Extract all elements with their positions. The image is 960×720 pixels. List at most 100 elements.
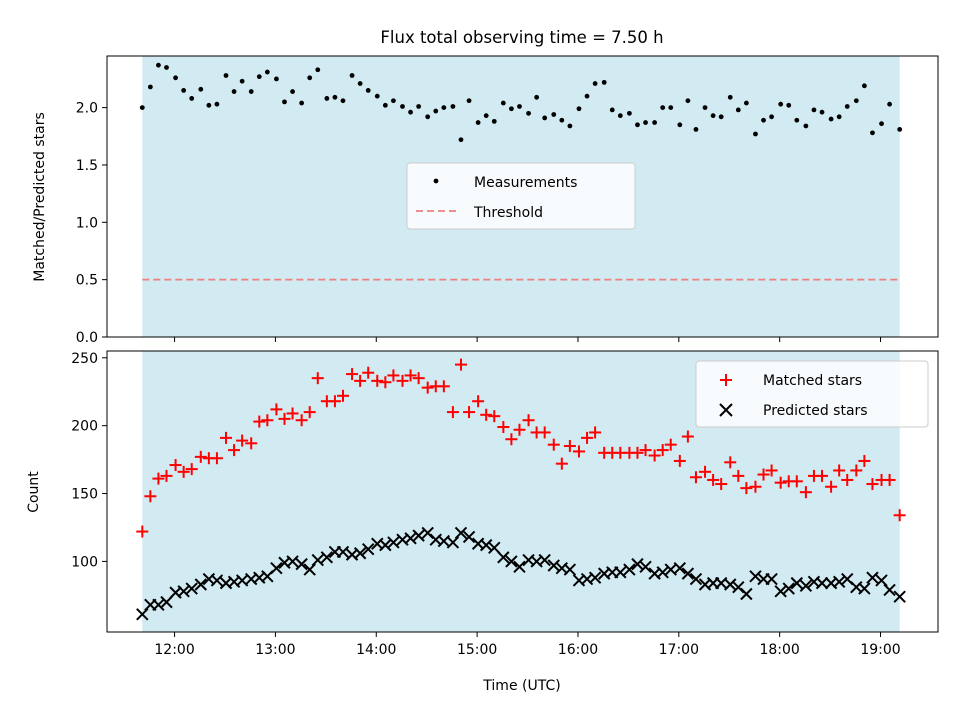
predicted-star-point <box>790 576 804 590</box>
predicted-star-point <box>832 575 846 588</box>
matched-star-point <box>169 459 182 472</box>
matched-star-point <box>505 433 518 446</box>
matched-star-point <box>757 468 770 481</box>
y-tick-label: 0.0 <box>76 330 98 346</box>
measurement-point <box>206 102 212 108</box>
predicted-star-point <box>740 587 753 601</box>
measurement-point <box>828 116 834 122</box>
measurement-point <box>147 84 153 90</box>
x-tick-label: 16:00 <box>558 642 598 658</box>
matched-star-point <box>160 469 173 482</box>
predicted-star-point <box>177 585 190 598</box>
measurement-point <box>567 123 573 129</box>
legend-measurements-label: Measurements <box>474 175 577 191</box>
predicted-star-point <box>497 551 510 564</box>
measurement-point <box>534 94 540 100</box>
matched-star-point <box>387 369 400 382</box>
matched-star-point <box>278 412 291 425</box>
measurement-point <box>753 131 758 137</box>
measurement-point <box>299 100 305 106</box>
predicted-star-point <box>774 585 787 598</box>
predicted-star-point <box>194 578 207 591</box>
matched-star-point <box>371 374 384 387</box>
matched-star-point <box>589 426 602 439</box>
chart-title: Flux total observing time = 7.50 h <box>380 28 663 47</box>
matched-star-point <box>732 469 745 482</box>
measurement-point <box>214 101 220 107</box>
measurement-point <box>861 83 867 89</box>
predicted-star-point <box>152 598 165 612</box>
measurement-point <box>794 117 800 123</box>
measurement-point <box>491 118 497 124</box>
matched-star-point <box>144 490 157 503</box>
measurement-point <box>710 113 716 119</box>
predicted-star-point <box>893 590 906 603</box>
measurement-point <box>584 93 590 99</box>
measurement-point <box>307 75 313 81</box>
matched-star-point <box>765 464 778 477</box>
predicted-star-point <box>505 555 518 568</box>
predicted-star-point <box>588 571 602 584</box>
predicted-star-point <box>673 561 687 575</box>
matched-star-point <box>522 414 535 427</box>
measurement-point <box>786 102 792 108</box>
measurement-point <box>332 94 338 100</box>
measurement-point <box>466 98 472 104</box>
x-axis-label: Time (UTC) <box>482 678 560 694</box>
measurement-point <box>416 104 422 109</box>
x-tick-label: 15:00 <box>457 642 497 658</box>
matched-star-point <box>185 463 198 476</box>
measurement-point <box>357 81 363 86</box>
predicted-star-point <box>883 583 896 597</box>
matched-star-point <box>572 445 585 458</box>
predicted-star-point <box>656 566 669 579</box>
matched-star-point <box>825 480 838 493</box>
matched-star-point <box>681 430 694 443</box>
predicted-star-point <box>639 560 652 574</box>
legend-predicted-label: Predicted stars <box>763 403 868 419</box>
measurement-point <box>668 105 674 111</box>
measurement-point <box>340 98 346 104</box>
predicted-star-point <box>631 557 644 571</box>
predicted-star-point <box>412 529 425 542</box>
matched-star-point <box>740 482 753 495</box>
measurement-point <box>778 101 784 107</box>
measurement-point <box>290 89 295 94</box>
measurement-point <box>559 117 565 123</box>
matched-star-point <box>715 478 728 491</box>
measurement-point <box>433 108 439 114</box>
matched-star-point <box>136 525 149 538</box>
matched-star-point <box>689 471 702 484</box>
measurement-point <box>517 104 522 109</box>
measurement-point <box>509 106 514 112</box>
x-tick-label: 13:00 <box>255 642 295 658</box>
matched-star-point <box>336 389 349 402</box>
measurement-point <box>677 122 683 128</box>
measurement-point <box>264 69 270 75</box>
predicted-star-point <box>858 582 871 595</box>
matched-star-point <box>850 464 863 477</box>
measurement-point <box>551 112 557 117</box>
measurement-point <box>727 94 733 100</box>
predicted-star-point <box>303 563 316 576</box>
predicted-star-point <box>547 559 560 572</box>
matched-star-point <box>472 395 485 408</box>
matched-star-point <box>295 414 308 427</box>
y-tick-label: 1.5 <box>76 158 98 174</box>
measurement-point <box>853 98 859 104</box>
y-tick-label: 100 <box>71 554 98 570</box>
measurement-point <box>660 105 666 111</box>
y-tick-label: 250 <box>71 351 98 367</box>
predicted-star-point <box>689 572 703 586</box>
measurement-point <box>239 78 245 84</box>
legend-matched-marker <box>720 374 732 386</box>
x-tick-label: 17:00 <box>659 642 699 658</box>
matched-star-point <box>346 368 359 381</box>
matched-star-point <box>463 406 476 419</box>
measurement-point <box>609 107 615 113</box>
measurement-point <box>844 104 850 109</box>
predicted-star-point <box>749 570 762 583</box>
measurement-point <box>743 100 749 106</box>
matched-star-point <box>446 406 459 419</box>
measurement-point <box>652 120 658 125</box>
